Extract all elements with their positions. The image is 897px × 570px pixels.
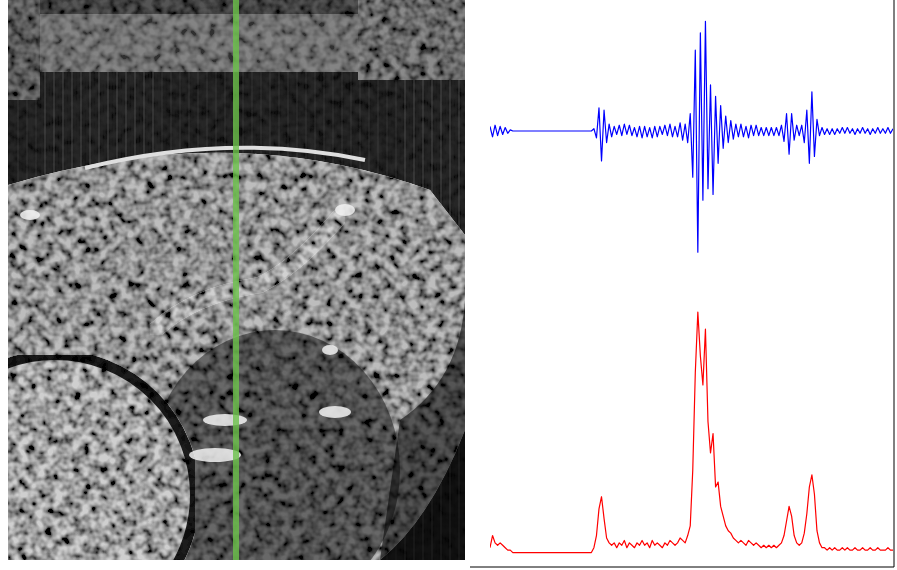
transducer-band	[40, 14, 358, 72]
surface-line	[85, 148, 365, 168]
figure	[0, 0, 897, 570]
dark-corner	[380, 300, 465, 560]
echo-blob	[203, 414, 247, 426]
corner-left	[8, 0, 40, 100]
ultrasound-image	[8, 0, 465, 560]
signal-line	[490, 21, 893, 252]
panel-border	[470, 567, 894, 568]
signal-panel	[470, 0, 894, 567]
echo-blob	[20, 210, 40, 220]
scan-line-marker	[233, 0, 239, 560]
corner-right	[358, 0, 465, 80]
bright-band	[150, 210, 345, 335]
round-structure	[8, 355, 195, 560]
transducer-texture	[40, 14, 358, 72]
echo-blob	[335, 204, 355, 216]
signal-line	[490, 312, 893, 552]
echo-blob	[322, 345, 338, 355]
plot-0	[490, 21, 893, 252]
plot-1	[490, 312, 893, 552]
panel-border	[894, 0, 895, 567]
echo-blob	[319, 406, 351, 418]
